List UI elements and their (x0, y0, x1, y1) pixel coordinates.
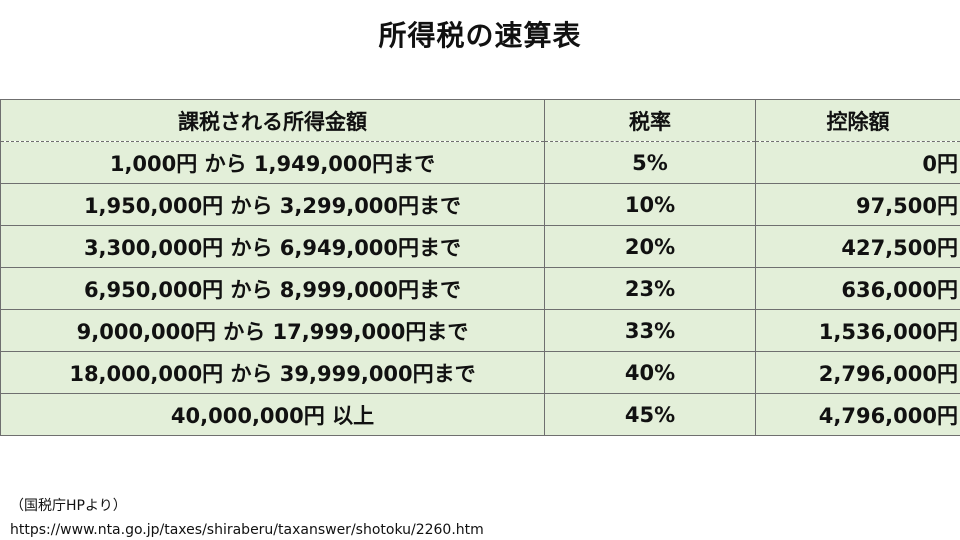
tax-rate-cell: 20% (544, 225, 756, 268)
source-label: （国税庁HPより） (10, 498, 127, 514)
deduction-cell: 1,536,000円 (755, 309, 960, 352)
table-row: 6,950,000円 から 8,999,000円まで 23% 636,000円 (0, 267, 960, 310)
table-row: 1,950,000円 から 3,299,000円まで 10% 97,500円 (0, 183, 960, 226)
table-header-row: 課税される所得金額 税率 控除額 (0, 99, 960, 142)
deduction-cell: 0円 (755, 141, 960, 184)
table-row: 18,000,000円 から 39,999,000円まで 40% 2,796,0… (0, 351, 960, 394)
table-row: 40,000,000円 以上 45% 4,796,000円 (0, 393, 960, 436)
page-title: 所得税の速算表 (378, 19, 582, 52)
deduction-cell: 97,500円 (755, 183, 960, 226)
tax-rate-table: 課税される所得金額 税率 控除額 1,000円 から 1,949,000円まで … (0, 99, 960, 436)
income-range-cell: 1,950,000円 から 3,299,000円まで (0, 183, 545, 226)
tax-rate-cell: 10% (544, 183, 756, 226)
tax-rate-cell: 40% (544, 351, 756, 394)
tax-rate-cell: 33% (544, 309, 756, 352)
income-range-cell: 6,950,000円 から 8,999,000円まで (0, 267, 545, 310)
deduction-cell: 2,796,000円 (755, 351, 960, 394)
tax-rate-cell: 5% (544, 141, 756, 184)
deduction-cell: 427,500円 (755, 225, 960, 268)
income-range-cell: 9,000,000円 から 17,999,000円まで (0, 309, 545, 352)
deduction-cell: 636,000円 (755, 267, 960, 310)
source-note: （国税庁HPより） https://www.nta.go.jp/taxes/sh… (10, 494, 484, 540)
header-deduction: 控除額 (755, 99, 960, 142)
table-row: 3,300,000円 から 6,949,000円まで 20% 427,500円 (0, 225, 960, 268)
tax-rate-cell: 45% (544, 393, 756, 436)
table-row: 1,000円 から 1,949,000円まで 5% 0円 (0, 141, 960, 184)
header-taxable-income: 課税される所得金額 (0, 99, 545, 142)
income-range-cell: 3,300,000円 から 6,949,000円まで (0, 225, 545, 268)
income-range-cell: 18,000,000円 から 39,999,000円まで (0, 351, 545, 394)
tax-rate-cell: 23% (544, 267, 756, 310)
source-url-text: https://www.nta.go.jp/taxes/shiraberu/ta… (10, 522, 484, 538)
header-tax-rate: 税率 (544, 99, 756, 142)
income-range-cell: 40,000,000円 以上 (0, 393, 545, 436)
income-range-cell: 1,000円 から 1,949,000円まで (0, 141, 545, 184)
table-row: 9,000,000円 から 17,999,000円まで 33% 1,536,00… (0, 309, 960, 352)
deduction-cell: 4,796,000円 (755, 393, 960, 436)
